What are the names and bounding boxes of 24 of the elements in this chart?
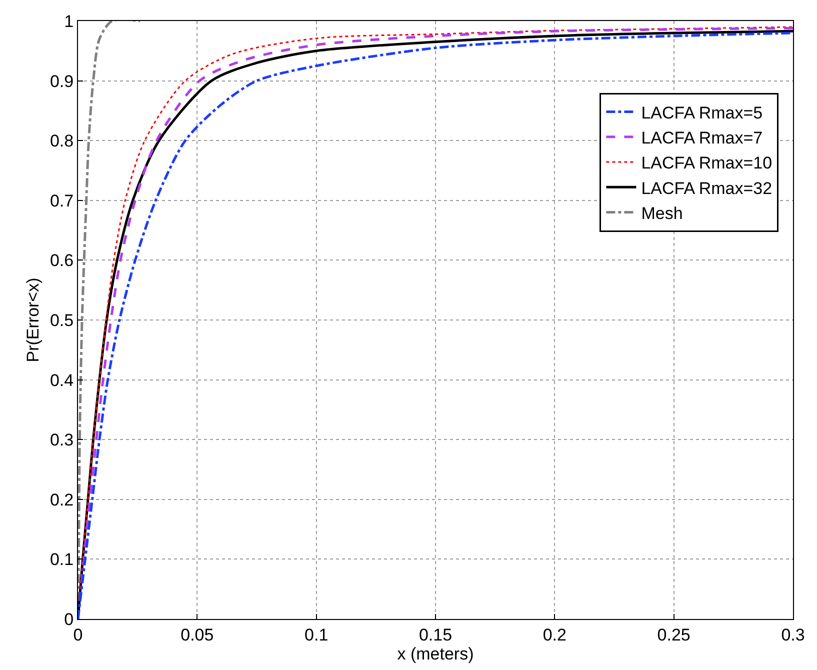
legend-label: LACFA Rmax=32	[641, 178, 772, 198]
y-tick-label: 1	[64, 12, 74, 31]
x-tick-label: 0.15	[418, 625, 452, 644]
y-tick-label: 0.1	[50, 550, 74, 570]
y-tick-label: 0.6	[50, 251, 74, 270]
x-axis-title: x (meters)	[397, 644, 474, 664]
legend-label: LACFA Rmax=5	[641, 103, 763, 122]
legend-label: LACFA Rmax=10	[641, 154, 772, 173]
y-tick-label: 0.3	[50, 430, 74, 450]
x-tick-label: 0.1	[304, 625, 328, 644]
y-tick-label: 0.7	[50, 191, 74, 210]
y-tick-label: 0.9	[50, 72, 74, 91]
y-tick-label: 0.2	[50, 490, 74, 510]
x-tick-label: 0.3	[781, 625, 805, 644]
x-tick-label: 0.2	[542, 625, 566, 644]
x-tick-label: 0.25	[657, 625, 690, 644]
x-tick-label: 0.05	[180, 625, 214, 644]
legend-label: LACFA Rmax=7	[641, 128, 763, 148]
y-tick-label: 0.4	[50, 370, 74, 390]
legend-label: Mesh	[641, 204, 683, 223]
y-tick-label: 0.8	[50, 132, 74, 151]
y-axis-title: Pr(Error<x)	[24, 278, 43, 362]
y-tick-label: 0.5	[50, 310, 74, 330]
y-tick-label: 0	[64, 610, 74, 629]
